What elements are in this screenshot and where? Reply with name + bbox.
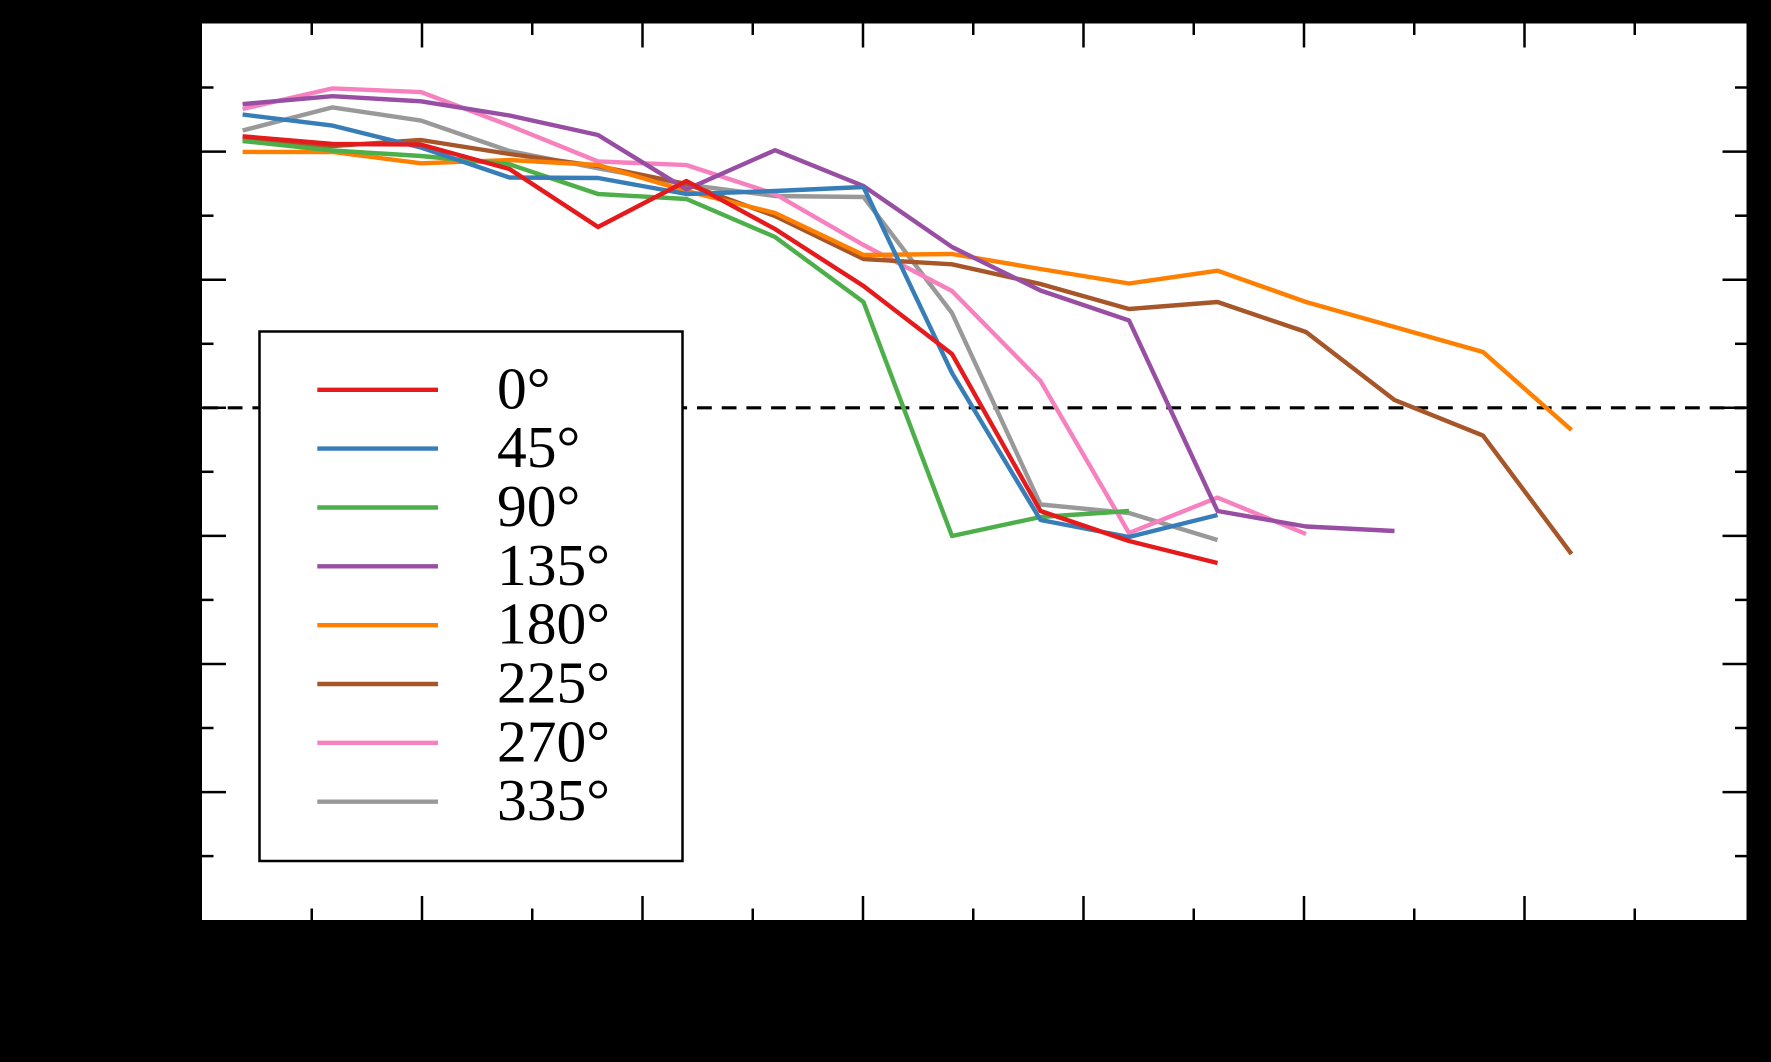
svg-text:335°: 335° [497, 767, 610, 833]
svg-text:135°: 135° [497, 532, 610, 598]
svg-text:270°: 270° [497, 708, 610, 774]
svg-text:90°: 90° [497, 473, 580, 539]
svg-text:225°: 225° [497, 650, 610, 716]
svg-text:45°: 45° [497, 414, 580, 480]
svg-text:0°: 0° [497, 355, 551, 421]
svg-text:180°: 180° [497, 591, 610, 657]
